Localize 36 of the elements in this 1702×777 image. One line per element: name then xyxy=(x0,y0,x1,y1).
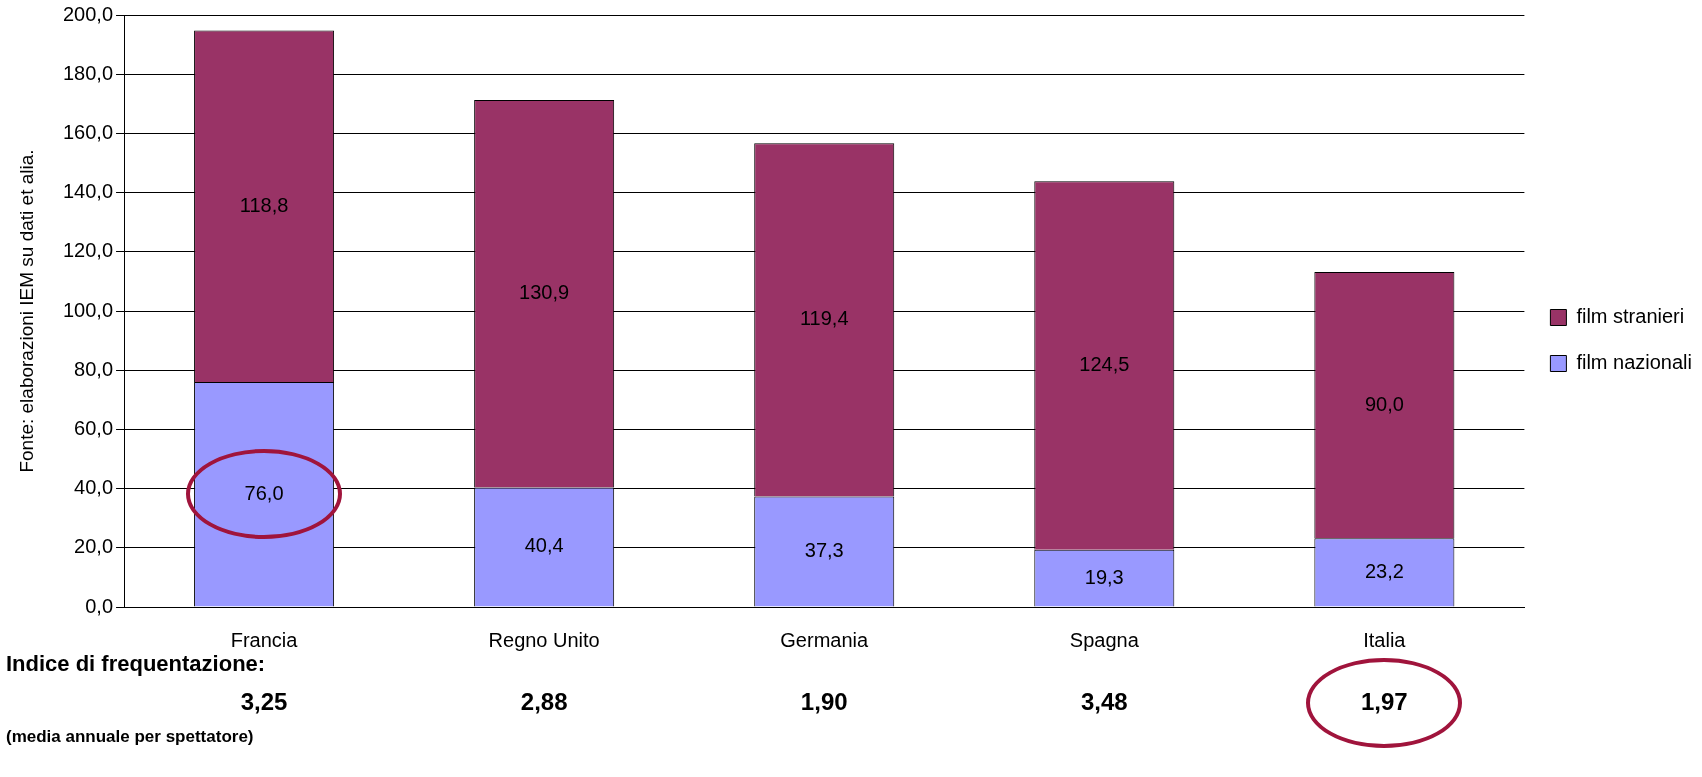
data-label: 37,3 xyxy=(804,539,844,562)
legend-label: film nazionali xyxy=(1576,351,1692,374)
y-tick-label: 80,0 xyxy=(74,357,114,380)
data-label: 19,3 xyxy=(1084,565,1124,588)
y-tick-label: 0,0 xyxy=(85,594,114,617)
legend-label: film stranieri xyxy=(1576,305,1685,328)
data-label: 23,2 xyxy=(1364,559,1404,582)
text: Indice di frequentazione: xyxy=(6,651,266,677)
data-label: 130,9 xyxy=(519,281,570,304)
data-label: 119,4 xyxy=(799,307,849,330)
text: 3,25 xyxy=(240,687,288,715)
y-tick-label: 20,0 xyxy=(74,535,114,558)
x-tick-label: Regno Unito xyxy=(488,628,600,651)
data-label: 40,4 xyxy=(524,534,564,557)
y-tick-label: 160,0 xyxy=(62,120,114,143)
x-tick-label: Spagna xyxy=(1069,628,1140,651)
text: (media annuale per spettatore) xyxy=(6,726,254,746)
x-tick-label: Italia xyxy=(1363,628,1407,651)
data-label: 90,0 xyxy=(1364,392,1404,415)
y-tick-label: 180,0 xyxy=(62,61,114,84)
y-tick-label: 140,0 xyxy=(62,180,114,203)
source-note: Fonte: elaborazioni IEM su dati et alia. xyxy=(16,149,38,473)
x-tick-label: Germania xyxy=(780,628,869,651)
text: 3,48 xyxy=(1080,687,1128,715)
y-tick-label: 120,0 xyxy=(62,239,114,262)
data-label: 76,0 xyxy=(244,481,284,504)
text: 1,97 xyxy=(1361,687,1408,715)
data-label: 118,8 xyxy=(239,193,289,216)
data-label: 124,5 xyxy=(1079,353,1130,376)
y-tick-label: 40,0 xyxy=(74,476,114,499)
y-tick-label: 100,0 xyxy=(62,298,114,321)
x-tick-label: Francia xyxy=(230,628,299,651)
text: 2,88 xyxy=(520,687,568,715)
text: 1,90 xyxy=(800,687,848,715)
y-tick-label: 200,0 xyxy=(62,2,114,25)
y-tick-label: 60,0 xyxy=(74,416,114,439)
